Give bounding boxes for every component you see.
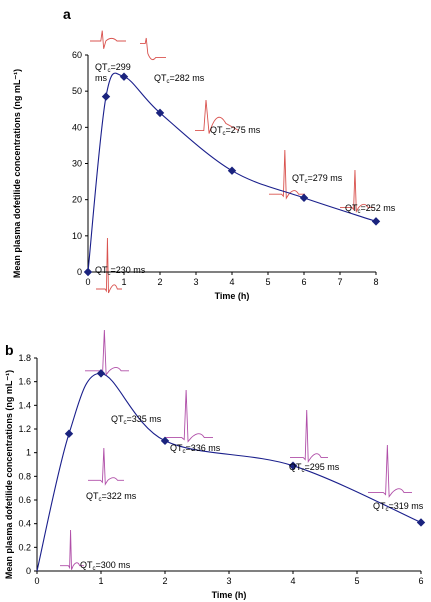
qtc-annotation: QTc=319 ms [373, 501, 424, 513]
data-point [416, 518, 426, 527]
qtc-annotation: QTc=252 ms [345, 203, 396, 215]
y-tick-label: 60 [72, 50, 82, 60]
data-point [119, 72, 129, 81]
data-point [83, 267, 93, 277]
qtc-annotation: QTc=295 ms [289, 462, 340, 474]
y-tick-label: 0.2 [18, 542, 31, 552]
panel-label: b [5, 342, 14, 358]
data-point [299, 193, 309, 203]
ecg-trace [96, 237, 122, 294]
y-tick-label: 1.4 [18, 400, 31, 410]
ecg-trace [340, 169, 374, 213]
qtc-annotation: QTc=275 ms [210, 125, 261, 137]
y-tick-label: 20 [72, 195, 82, 205]
ecg-trace [90, 30, 126, 49]
data-point [64, 429, 74, 438]
data-point [96, 369, 106, 378]
x-tick-label: 5 [354, 576, 359, 586]
y-axis-label: Mean plasma dofetilide concentrations (n… [4, 370, 14, 579]
y-tick-label: 1.2 [18, 424, 31, 434]
x-tick-label: 0 [34, 576, 39, 586]
x-tick-label: 8 [373, 277, 378, 287]
qtc-annotation: QTc=336 ms [170, 443, 221, 455]
y-tick-label: 0 [77, 267, 82, 277]
y-tick-label: 1 [26, 448, 31, 458]
y-tick-label: 0.6 [18, 495, 31, 505]
panel-b: b 0 1 2 3 4 5 6 0 0.2 0.4 0.6 0.8 1 1.2 1.4 1.6 1.8 Time (… [4, 329, 426, 600]
ecg-trace [140, 37, 166, 61]
qtc-annotation: QTc=299 [95, 62, 131, 74]
data-point [160, 436, 170, 446]
qtc-annotation: QTc=322 ms [86, 491, 137, 503]
x-tick-label: 3 [193, 277, 198, 287]
x-tick-label: 2 [162, 576, 167, 586]
panel-label: a [63, 6, 71, 22]
ecg-trace [85, 329, 129, 377]
ecg-trace [165, 389, 213, 443]
data-point [371, 217, 381, 226]
data-point [155, 108, 165, 118]
series-line [36, 372, 422, 572]
x-tick-label: 6 [418, 576, 423, 586]
x-axis-label: Time (h) [215, 291, 250, 301]
y-tick-label: 0 [26, 566, 31, 576]
data-point [101, 92, 111, 101]
x-tick-label: 1 [98, 576, 103, 586]
ecg-trace [195, 99, 240, 134]
panel-a: a 0 1 2 3 4 5 6 7 8 0 10 20 30 40 50 60 Time (h) Mean plas… [12, 6, 396, 301]
qtc-annotation: QTc=300 ms [80, 560, 131, 572]
y-axis-label: Mean plasma dofetilide concentrations (n… [12, 69, 22, 278]
y-tick-label: 40 [72, 122, 82, 132]
data-point [288, 461, 298, 470]
x-tick-label: 6 [301, 277, 306, 287]
y-tick-label: 10 [72, 231, 82, 241]
y-tick-label: 1.6 [18, 377, 31, 387]
y-tick-label: 30 [72, 159, 82, 169]
ecg-trace [290, 409, 328, 464]
y-tick-label: 50 [72, 86, 82, 96]
x-tick-label: 3 [226, 576, 231, 586]
ecg-trace [60, 529, 84, 570]
qtc-annotation-line2: ms [95, 73, 107, 83]
y-tick-label: 1.8 [18, 353, 31, 363]
y-tick-label: 0.4 [18, 519, 31, 529]
qtc-annotation: QTc=282 ms [154, 73, 205, 85]
qtc-annotation: QTc=335 ms [111, 414, 162, 426]
x-tick-label: 0 [85, 277, 90, 287]
x-tick-label: 4 [229, 277, 234, 287]
x-tick-label: 5 [265, 277, 270, 287]
ecg-trace [88, 447, 124, 486]
x-axis-label: Time (h) [212, 590, 247, 600]
qtc-annotation: QTc=279 ms [292, 173, 343, 185]
x-tick-label: 2 [157, 277, 162, 287]
x-tick-label: 4 [290, 576, 295, 586]
data-point [227, 166, 237, 175]
ecg-trace [368, 444, 412, 498]
ecg-trace [269, 149, 305, 200]
qtc-annotation: QTc=230 ms [95, 265, 146, 277]
x-tick-label: 1 [121, 277, 126, 287]
y-tick-label: 0.8 [18, 471, 31, 481]
x-tick-label: 7 [337, 277, 342, 287]
